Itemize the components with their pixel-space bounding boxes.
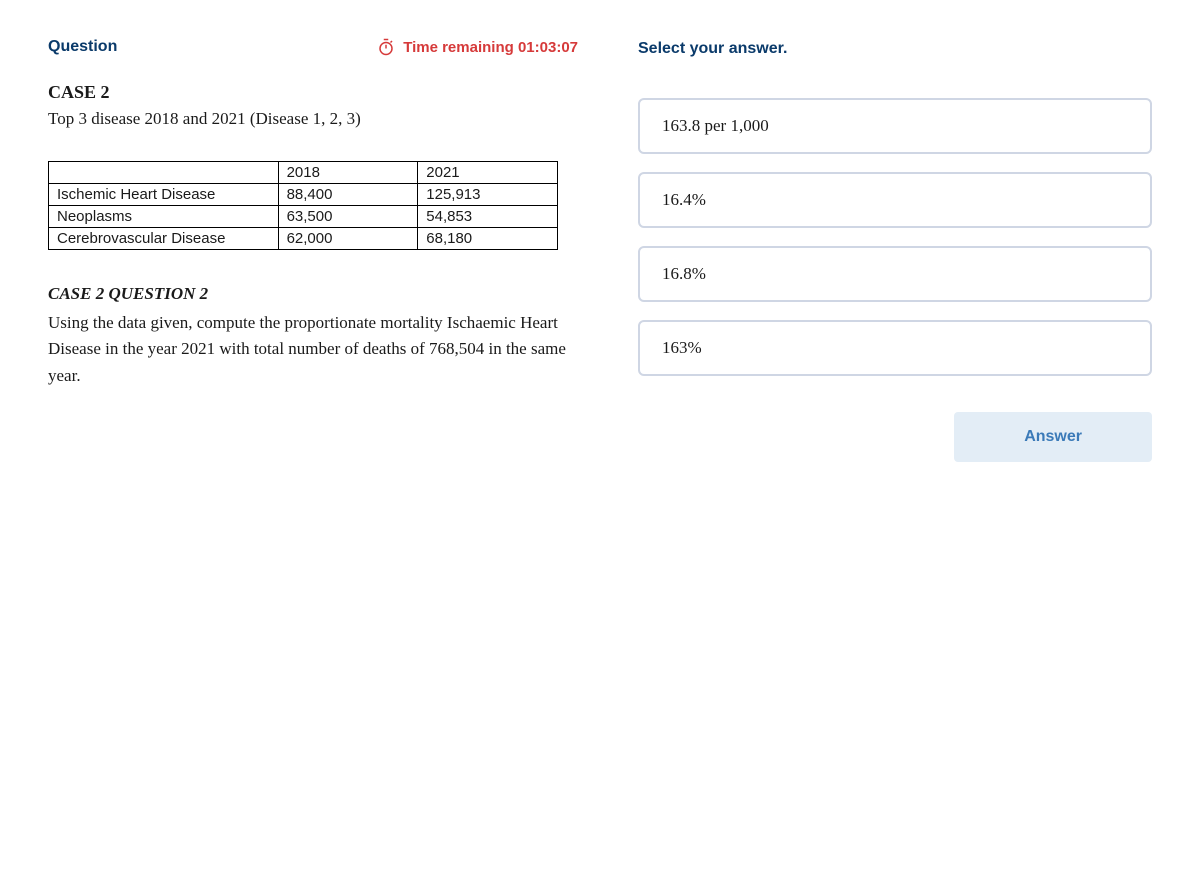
col-header-2021: 2021	[418, 162, 558, 184]
select-answer-header: Select your answer.	[638, 38, 1152, 58]
question-label: Question	[48, 38, 117, 56]
col-header-blank	[49, 162, 279, 184]
timer: Time remaining 01:03:07	[377, 38, 578, 56]
timer-value: 01:03:07	[518, 39, 578, 56]
timer-prefix: Time remaining	[403, 39, 518, 56]
cell-disease: Ischemic Heart Disease	[49, 184, 279, 206]
table-row: Neoplasms 63,500 54,853	[49, 206, 558, 228]
case-title: CASE 2	[48, 82, 578, 103]
answer-panel: Select your answer. 163.8 per 1,000 16.4…	[638, 38, 1152, 462]
cell-2018: 88,400	[278, 184, 418, 206]
answer-button[interactable]: Answer	[954, 412, 1152, 462]
case-subtitle: Top 3 disease 2018 and 2021 (Disease 1, …	[48, 109, 578, 129]
page-container: Question Time remaining 01:03:07 CASE 2 …	[48, 38, 1152, 462]
stopwatch-icon	[377, 38, 395, 56]
table-row: Ischemic Heart Disease 88,400 125,913	[49, 184, 558, 206]
question2-title: CASE 2 QUESTION 2	[48, 284, 578, 304]
question-panel: Question Time remaining 01:03:07 CASE 2 …	[48, 38, 578, 462]
question-header: Question Time remaining 01:03:07	[48, 38, 578, 56]
answer-option-3[interactable]: 16.8%	[638, 246, 1152, 302]
question2-body: Using the data given, compute the propor…	[48, 310, 578, 389]
timer-text: Time remaining 01:03:07	[403, 39, 578, 56]
disease-table: 2018 2021 Ischemic Heart Disease 88,400 …	[48, 161, 558, 250]
answer-option-2[interactable]: 16.4%	[638, 172, 1152, 228]
cell-2018: 63,500	[278, 206, 418, 228]
cell-2021: 54,853	[418, 206, 558, 228]
table-header-row: 2018 2021	[49, 162, 558, 184]
table-row: Cerebrovascular Disease 62,000 68,180	[49, 228, 558, 250]
cell-disease: Neoplasms	[49, 206, 279, 228]
cell-2021: 68,180	[418, 228, 558, 250]
cell-disease: Cerebrovascular Disease	[49, 228, 279, 250]
col-header-2018: 2018	[278, 162, 418, 184]
answer-option-1[interactable]: 163.8 per 1,000	[638, 98, 1152, 154]
cell-2021: 125,913	[418, 184, 558, 206]
cell-2018: 62,000	[278, 228, 418, 250]
answer-option-4[interactable]: 163%	[638, 320, 1152, 376]
